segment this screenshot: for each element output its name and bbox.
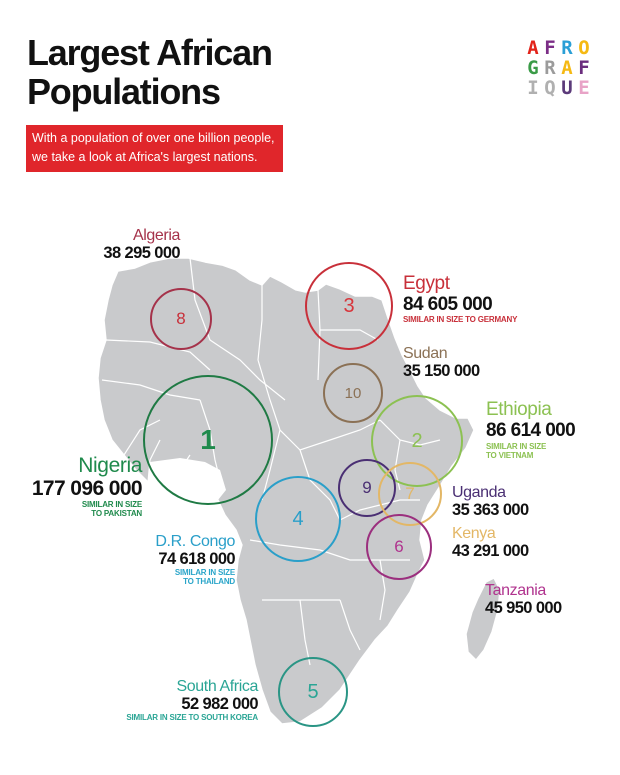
country-population: 45 950 000 xyxy=(485,599,562,617)
label-uganda: Uganda 35 363 000 xyxy=(452,484,529,519)
country-name: South Africa xyxy=(176,678,259,695)
label-drc: D.R. Congo 74 618 000 SIMILAR IN SIZE TO… xyxy=(155,533,235,586)
logo-letter: R xyxy=(561,37,574,59)
subtitle-banner: With a population of over one billion pe… xyxy=(26,125,283,172)
country-name: Uganda xyxy=(452,484,506,501)
rank-ring-4-drc: 4 xyxy=(255,476,341,562)
rank-number: 8 xyxy=(176,309,186,328)
rank-number: 3 xyxy=(343,294,355,317)
logo-letter: F xyxy=(544,37,557,59)
subtitle-line-2: we take a look at Africa's largest natio… xyxy=(32,150,258,164)
country-population: 38 295 000 xyxy=(103,244,180,262)
label-egypt: Egypt 84 605 000 SIMILAR IN SIZE TO GERM… xyxy=(403,273,518,325)
country-population: 177 096 000 xyxy=(31,477,143,500)
country-name: Nigeria xyxy=(78,454,142,477)
country-name: Sudan xyxy=(403,345,448,362)
country-population: 43 291 000 xyxy=(452,542,529,560)
subtitle-line-1: With a population of over one billion pe… xyxy=(32,131,275,145)
comparison-note: SIMILAR IN SIZE xyxy=(174,568,235,577)
rank-ring-3-egypt: 3 xyxy=(305,262,393,350)
logo-letter: A xyxy=(561,57,574,79)
label-kenya: Kenya 43 291 000 xyxy=(452,525,529,560)
country-name: Kenya xyxy=(452,525,496,542)
comparison-note: TO VIETNAM xyxy=(486,451,534,460)
label-south-africa: South Africa 52 982 000 SIMILAR IN SIZE … xyxy=(126,678,258,722)
logo-letter: F xyxy=(578,57,591,79)
label-tanzania: Tanzania 45 950 000 xyxy=(485,582,562,617)
rank-number: 5 xyxy=(307,680,319,703)
country-name: Algeria xyxy=(132,227,180,244)
rank-number: 7 xyxy=(405,484,415,503)
logo-letter: E xyxy=(578,77,591,99)
rank-ring-5-south-africa: 5 xyxy=(278,657,348,727)
logo-letter: I xyxy=(527,77,540,99)
logo-letter: G xyxy=(527,57,540,79)
rank-number: 4 xyxy=(292,507,304,530)
page-title: Largest African Populations xyxy=(27,32,273,112)
rank-number: 6 xyxy=(394,537,404,556)
country-name: Ethiopia xyxy=(486,399,552,420)
logo-letter: R xyxy=(544,57,557,79)
rank-ring-8-algeria: 8 xyxy=(150,288,212,350)
title-line-2: Populations xyxy=(27,71,221,112)
comparison-note: TO THAILAND xyxy=(183,577,235,586)
country-name: Egypt xyxy=(403,273,450,294)
rank-ring-1-nigeria: 1 xyxy=(143,375,273,505)
comparison-note: SIMILAR IN SIZE TO GERMANY xyxy=(403,315,518,324)
country-population: 35 150 000 xyxy=(403,362,480,380)
title-line-1: Largest African xyxy=(27,32,273,73)
country-name: D.R. Congo xyxy=(155,533,235,550)
country-population: 74 618 000 xyxy=(158,550,235,568)
logo-letter: Q xyxy=(544,77,557,99)
rank-number: 10 xyxy=(344,384,362,402)
comparison-note: TO PAKISTAN xyxy=(91,509,142,518)
country-population: 84 605 000 xyxy=(403,294,493,315)
country-name: Tanzania xyxy=(485,582,546,599)
country-population: 35 363 000 xyxy=(452,501,529,519)
label-nigeria: Nigeria 177 096 000 SIMILAR IN SIZE TO P… xyxy=(31,454,143,519)
label-sudan: Sudan 35 150 000 xyxy=(403,345,480,380)
rank-number: 9 xyxy=(362,478,372,497)
comparison-note: SIMILAR IN SIZE xyxy=(486,442,547,451)
country-population: 52 982 000 xyxy=(181,695,258,713)
country-population: 86 614 000 xyxy=(486,420,576,441)
label-ethiopia: Ethiopia 86 614 000 SIMILAR IN SIZE TO V… xyxy=(486,399,576,461)
logo-letter: U xyxy=(561,77,574,99)
rank-ring-10-sudan: 10 xyxy=(323,363,383,423)
rank-number: 2 xyxy=(411,429,423,452)
logo-letter: O xyxy=(578,37,591,59)
comparison-note: SIMILAR IN SIZE xyxy=(81,500,142,509)
label-algeria: Algeria 38 295 000 xyxy=(103,227,180,262)
rank-number: 1 xyxy=(200,424,216,455)
comparison-note: SIMILAR IN SIZE TO SOUTH KOREA xyxy=(126,713,258,722)
rank-ring-6-tanzania: 6 xyxy=(366,514,432,580)
logo-letter: A xyxy=(527,37,540,59)
